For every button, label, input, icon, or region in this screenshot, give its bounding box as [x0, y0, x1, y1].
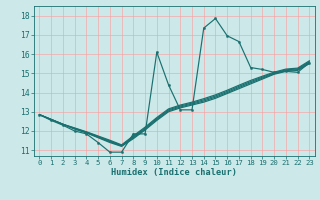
X-axis label: Humidex (Indice chaleur): Humidex (Indice chaleur)	[111, 168, 237, 177]
